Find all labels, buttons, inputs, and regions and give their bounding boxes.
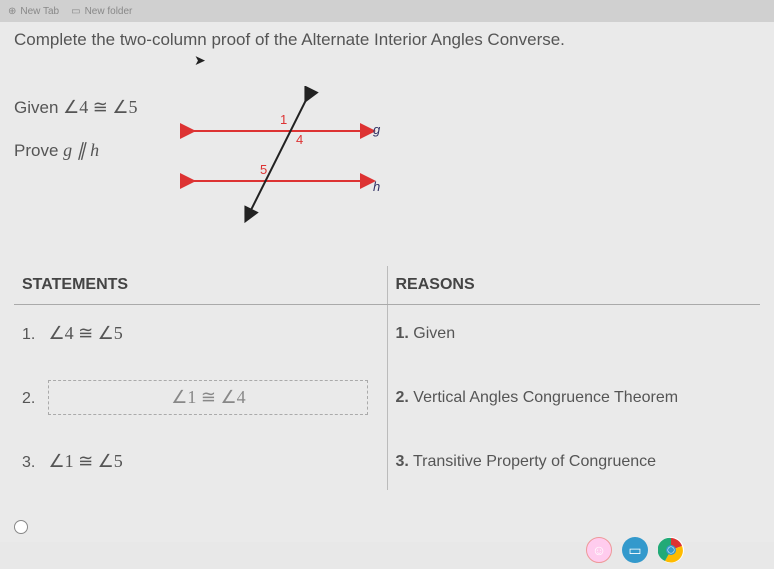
instruction-span: Complete the two-column proof of the Alt…	[14, 30, 565, 49]
page-content: Complete the two-column proof of the Alt…	[0, 22, 774, 542]
tab-new-label: New Tab	[20, 6, 59, 17]
header-statements: STATEMENTS	[14, 266, 387, 305]
given-expr: ∠4 ≅ ∠5	[63, 97, 137, 117]
browser-tabbar: ⊕ New Tab ▭ New folder	[0, 0, 774, 22]
row3-reason: Transitive Property of Congruence	[413, 453, 656, 470]
angle-5-label: 5	[260, 162, 267, 177]
row2-stmt: ∠1 ≅ ∠4	[171, 387, 245, 407]
angle-4-label: 4	[296, 132, 303, 147]
proof-table: STATEMENTS REASONS 1. ∠4 ≅ ∠5 1. Given 2…	[14, 266, 760, 490]
row2-num: 2.	[22, 390, 44, 408]
header-reasons: REASONS	[387, 266, 760, 305]
line-g-label: g	[373, 122, 381, 137]
problem-row: Given ∠4 ≅ ∠5 Prove g ∥ h 1 4 5	[14, 86, 760, 226]
given-prove-block: Given ∠4 ≅ ∠5 Prove g ∥ h	[14, 86, 138, 172]
tab-new[interactable]: ⊕ New Tab	[8, 6, 59, 17]
line-h-label: h	[373, 179, 380, 194]
app-icon-1[interactable]: ☺	[586, 537, 612, 563]
transversal	[248, 96, 308, 216]
globe-icon: ⊕	[8, 6, 16, 17]
row3-num: 3.	[22, 454, 44, 472]
taskbar-icons: ☺ ▭	[586, 537, 684, 563]
given-line: Given ∠4 ≅ ∠5	[14, 86, 138, 129]
row1-reason: Given	[413, 325, 455, 342]
prove-expr: g ∥ h	[63, 140, 99, 160]
radio-option[interactable]	[14, 520, 28, 534]
cursor-icon: ➤	[194, 52, 206, 69]
row2-rnum: 2.	[396, 389, 409, 406]
row1-num: 1.	[22, 326, 44, 344]
angles-diagram: 1 4 5 g h	[168, 86, 408, 226]
prove-label: Prove	[14, 141, 58, 160]
blank-input[interactable]: ∠1 ≅ ∠4	[48, 380, 368, 415]
tab-folder-label: New folder	[85, 6, 133, 17]
app-icon-2[interactable]: ▭	[622, 537, 648, 563]
instruction-text: Complete the two-column proof of the Alt…	[14, 30, 760, 70]
prove-line: Prove g ∥ h	[14, 129, 138, 172]
table-row: 3. ∠1 ≅ ∠5 3. Transitive Property of Con…	[14, 433, 760, 490]
tab-folder[interactable]: ▭ New folder	[71, 6, 132, 17]
folder-icon: ▭	[71, 6, 80, 17]
table-row: 2. ∠1 ≅ ∠4 2. Vertical Angles Congruence…	[14, 362, 760, 433]
chrome-icon[interactable]	[658, 537, 684, 563]
row3-rnum: 3.	[396, 453, 409, 470]
angle-1-label: 1	[280, 112, 287, 127]
row2-reason: Vertical Angles Congruence Theorem	[413, 389, 678, 406]
row1-rnum: 1.	[396, 325, 409, 342]
row3-stmt: ∠1 ≅ ∠5	[48, 451, 122, 471]
row1-stmt: ∠4 ≅ ∠5	[48, 323, 122, 343]
table-row: 1. ∠4 ≅ ∠5 1. Given	[14, 305, 760, 363]
given-label: Given	[14, 98, 58, 117]
